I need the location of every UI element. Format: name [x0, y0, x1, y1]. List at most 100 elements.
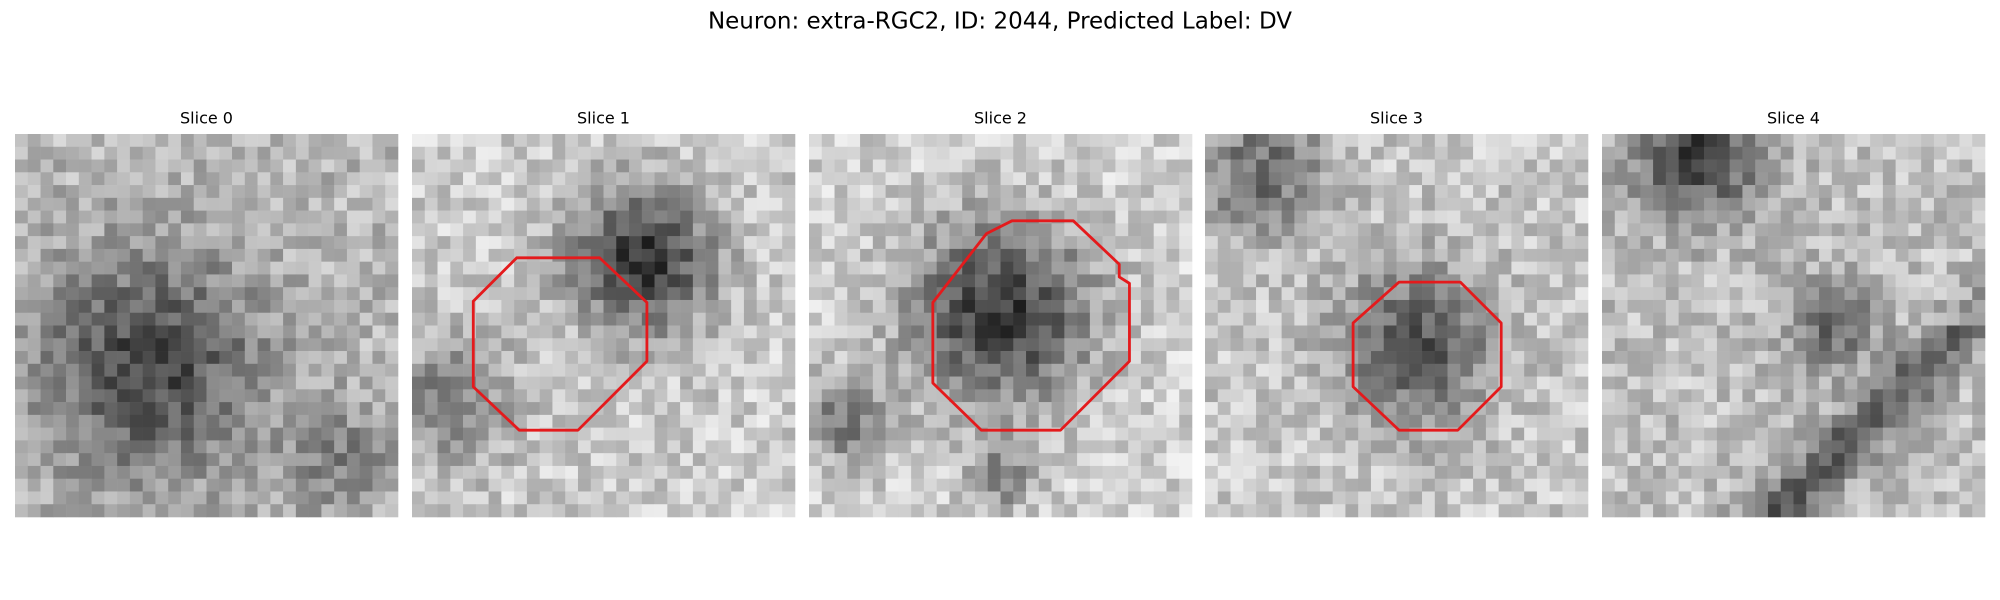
- pixel: [1870, 274, 1884, 288]
- pixel: [821, 389, 835, 403]
- pixel: [475, 210, 489, 224]
- pixel: [769, 376, 783, 390]
- pixel: [1307, 159, 1321, 173]
- pixel: [692, 185, 706, 199]
- pixel: [91, 325, 105, 339]
- pixel: [1729, 312, 1743, 326]
- pixel: [385, 414, 399, 428]
- pixel: [1704, 440, 1718, 454]
- pixel: [1089, 376, 1103, 390]
- pixel: [321, 427, 335, 441]
- pixel: [1614, 134, 1628, 148]
- pixel: [1115, 146, 1129, 160]
- pixel: [1755, 427, 1769, 441]
- pixel: [1704, 376, 1718, 390]
- pixel: [1396, 325, 1410, 339]
- pixel: [1831, 491, 1845, 505]
- pixel: [372, 440, 386, 454]
- pixel: [1946, 376, 1960, 390]
- pixel: [911, 376, 925, 390]
- pixel: [1396, 363, 1410, 377]
- pixel: [987, 146, 1001, 160]
- pixel: [1256, 414, 1270, 428]
- pixel: [1230, 453, 1244, 467]
- pixel: [1524, 287, 1538, 301]
- pixel: [1447, 351, 1461, 365]
- pixel: [987, 248, 1001, 262]
- pixel: [450, 146, 464, 160]
- pixel: [1064, 440, 1078, 454]
- pixel: [1793, 389, 1807, 403]
- pixel: [1908, 299, 1922, 314]
- pixel: [1857, 223, 1871, 237]
- pixel: [1524, 351, 1538, 365]
- pixel: [40, 248, 54, 262]
- pixel: [1370, 363, 1385, 377]
- pixel: [66, 453, 80, 467]
- pixel: [552, 465, 566, 479]
- pixel: [565, 197, 579, 211]
- pixel: [1972, 453, 1986, 467]
- pixel: [66, 261, 80, 275]
- pixel: [1179, 274, 1193, 288]
- pixel: [1819, 363, 1833, 377]
- pixel: [1806, 159, 1820, 173]
- pixel: [1946, 440, 1960, 454]
- pixel: [1908, 389, 1922, 403]
- pixel: [667, 338, 681, 352]
- pixel: [1511, 185, 1525, 199]
- pixel: [603, 351, 617, 365]
- pixel: [1895, 453, 1909, 467]
- pixel: [1742, 159, 1756, 173]
- pixel: [193, 504, 207, 518]
- pixel: [1575, 159, 1589, 173]
- pixel: [974, 453, 989, 467]
- pixel: [1921, 146, 1935, 160]
- pixel: [1256, 402, 1270, 416]
- pixel: [629, 325, 643, 339]
- pixel: [1524, 261, 1538, 275]
- pixel: [1511, 287, 1525, 301]
- pixel: [705, 376, 719, 390]
- pixel: [1281, 210, 1295, 224]
- pixel: [1959, 172, 1973, 186]
- pixel: [1205, 197, 1219, 211]
- pixel: [1511, 402, 1525, 416]
- pixel: [1665, 440, 1679, 454]
- pixel: [860, 440, 874, 454]
- pixel: [1383, 210, 1397, 224]
- pixel: [1013, 363, 1027, 377]
- pixel: [1153, 478, 1167, 492]
- pixel: [1524, 172, 1538, 186]
- pixel: [359, 172, 373, 186]
- pixel: [1640, 159, 1654, 173]
- pixel: [117, 478, 131, 492]
- pixel: [1716, 440, 1730, 454]
- pixel: [1831, 134, 1845, 148]
- pixel: [104, 248, 118, 262]
- pixel: [1614, 146, 1628, 160]
- pixel: [809, 465, 823, 479]
- pixel: [27, 414, 41, 428]
- pixel: [1358, 261, 1372, 275]
- pixel: [1013, 453, 1027, 467]
- pixel: [821, 363, 835, 377]
- pixel: [257, 504, 271, 518]
- pixel: [1755, 478, 1769, 492]
- pixel: [1819, 478, 1833, 492]
- pixel: [232, 261, 246, 275]
- pixel: [142, 351, 156, 365]
- pixel: [1447, 197, 1461, 211]
- pixel: [424, 440, 438, 454]
- pixel: [1140, 465, 1154, 479]
- pixel: [1767, 223, 1782, 237]
- pixel: [1179, 261, 1193, 275]
- pixel: [1294, 465, 1308, 479]
- pixel: [1767, 338, 1782, 352]
- pixel: [1409, 146, 1423, 160]
- pixel: [1704, 287, 1718, 301]
- pixel: [437, 274, 451, 288]
- pixel: [885, 261, 899, 275]
- pixel: [898, 453, 912, 467]
- pixel: [1473, 478, 1487, 492]
